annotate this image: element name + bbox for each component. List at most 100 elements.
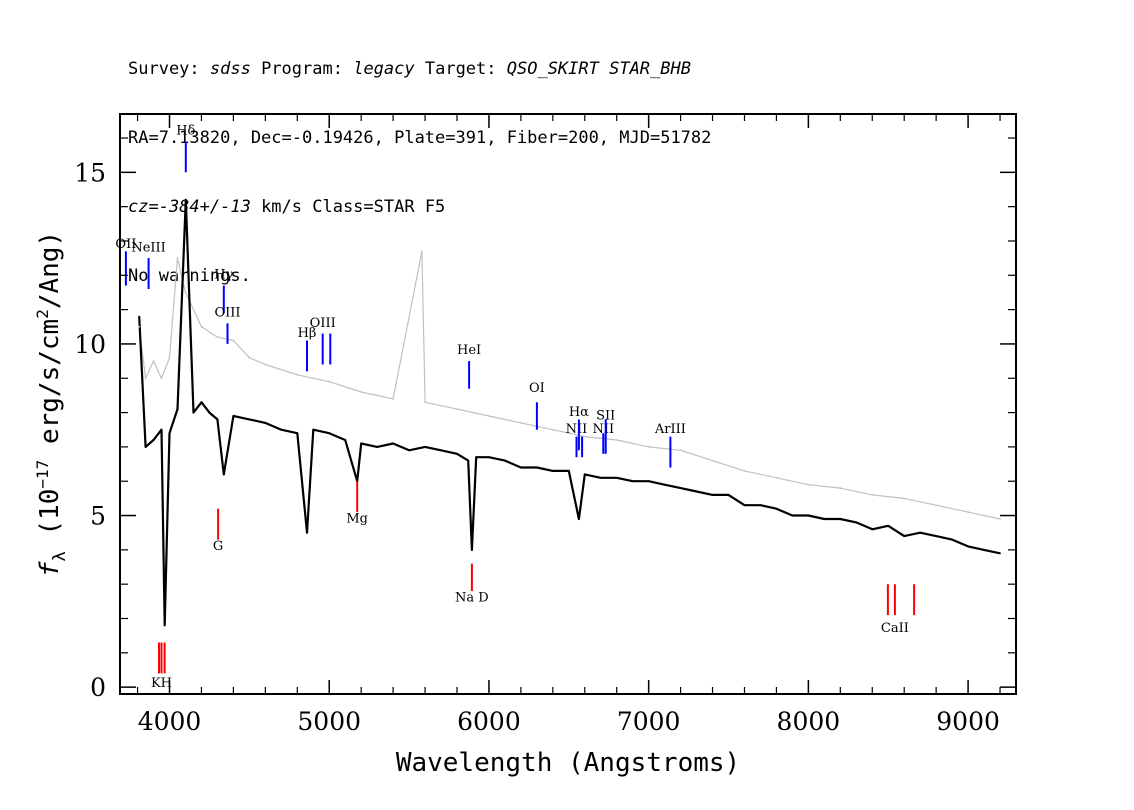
flux-point [467, 459, 470, 462]
error-point [168, 356, 171, 359]
flux-point [328, 432, 331, 435]
flux-point [578, 518, 580, 520]
error-point [360, 391, 363, 393]
error-point [456, 408, 458, 410]
x-tick-label: 7000 [617, 707, 681, 736]
flux-point [775, 507, 778, 510]
y-axis-title-pre: (10 [35, 489, 65, 552]
absorption-line-label: Na D [455, 590, 489, 605]
flux-point [344, 439, 347, 441]
flux-point [222, 473, 225, 476]
flux-point [192, 411, 195, 414]
y-tick-label: 10 [74, 330, 106, 359]
flux-point [663, 483, 666, 486]
flux-point [855, 521, 858, 524]
flux-point [471, 549, 473, 551]
survey-label: Survey: [128, 59, 210, 79]
header-line-3: cz=-384+/-13 km/s Class=STAR F5 [128, 196, 711, 219]
flux-point [919, 531, 922, 534]
error-point [296, 373, 299, 376]
flux-point [296, 432, 299, 435]
flux-point [360, 442, 363, 445]
flux-point [200, 401, 203, 404]
error-point [551, 428, 554, 431]
error-point [248, 356, 251, 359]
absorption-line-label: KH [151, 676, 172, 691]
x-tick-label: 8000 [777, 707, 841, 736]
x-tick-label: 5000 [297, 707, 361, 736]
y-axis-title-exp2: 2 [33, 309, 52, 319]
flux-point [823, 518, 826, 520]
error-point [421, 250, 423, 253]
flux-point [807, 514, 810, 517]
flux-point [376, 446, 378, 448]
flux-point [176, 408, 179, 410]
emission-line-label: Hδ [176, 124, 195, 139]
error-point [871, 494, 874, 496]
flux-point [144, 446, 147, 448]
error-point [160, 377, 163, 380]
error-point [839, 487, 842, 489]
flux-point [312, 428, 315, 431]
flux-point [711, 494, 714, 496]
flux-point [160, 428, 163, 431]
flux-point [248, 418, 251, 421]
emission-line-label: OIII [214, 306, 240, 321]
header-line-2: RA=7.13820, Dec=-0.19426, Plate=391, Fib… [128, 128, 712, 148]
error-point [807, 483, 810, 486]
flux-point [168, 432, 171, 435]
error-point [232, 339, 235, 342]
target-label: Target: [414, 59, 507, 79]
y-axis-title-mid: erg/s/cm [35, 319, 65, 460]
flux-point [567, 470, 570, 472]
y-tick-label: 5 [90, 502, 106, 531]
flux-point [536, 466, 538, 469]
flux-point [520, 466, 522, 469]
flux-point [583, 473, 586, 476]
flux-point [163, 624, 166, 627]
flux-point [631, 480, 634, 483]
flux-point [440, 449, 442, 452]
error-point [216, 336, 219, 338]
flux-point [504, 459, 506, 462]
flux-point [967, 545, 969, 548]
flux-point [999, 552, 1001, 555]
error-point [144, 377, 147, 380]
flux-point [152, 439, 155, 441]
emission-line-label: NII [566, 422, 588, 437]
flux-point [647, 480, 650, 483]
error-point [647, 446, 650, 448]
emission-line-label: NII [592, 422, 614, 437]
x-tick-label: 9000 [936, 707, 1000, 736]
flux-point [184, 198, 187, 201]
error-point [176, 257, 179, 259]
flux-point [951, 538, 953, 541]
error-point [999, 518, 1001, 520]
flux-point [903, 535, 906, 537]
x-axis-title: Wavelength (Angstroms) [396, 748, 740, 778]
error-point [775, 476, 778, 479]
flux-point [791, 514, 794, 517]
program-label: Program: [250, 59, 354, 79]
error-point [935, 504, 937, 507]
error-point [264, 363, 267, 366]
flux-point [599, 476, 602, 479]
y-axis-title-post: /Ang) [35, 231, 65, 309]
emission-line-label: Hγ [214, 268, 233, 283]
emission-line-label: ArIII [654, 422, 686, 437]
flux-point [695, 490, 698, 493]
error-point [967, 511, 969, 513]
header-line-1: Survey: sdss Program: legacy Target: QSO… [128, 58, 711, 81]
flux-point [551, 470, 554, 472]
error-point [184, 291, 187, 294]
program-value: legacy [353, 59, 415, 79]
flux-point [408, 449, 410, 452]
error-point [328, 380, 331, 383]
flux-point [743, 504, 746, 507]
class-value: km/s Class=STAR F5 [250, 197, 446, 217]
emission-line-label: HeI [457, 343, 481, 358]
y-tick-label: 15 [74, 158, 106, 187]
flux-point [392, 442, 394, 445]
target-value: QSO_SKIRT STAR_BHB [506, 59, 691, 79]
